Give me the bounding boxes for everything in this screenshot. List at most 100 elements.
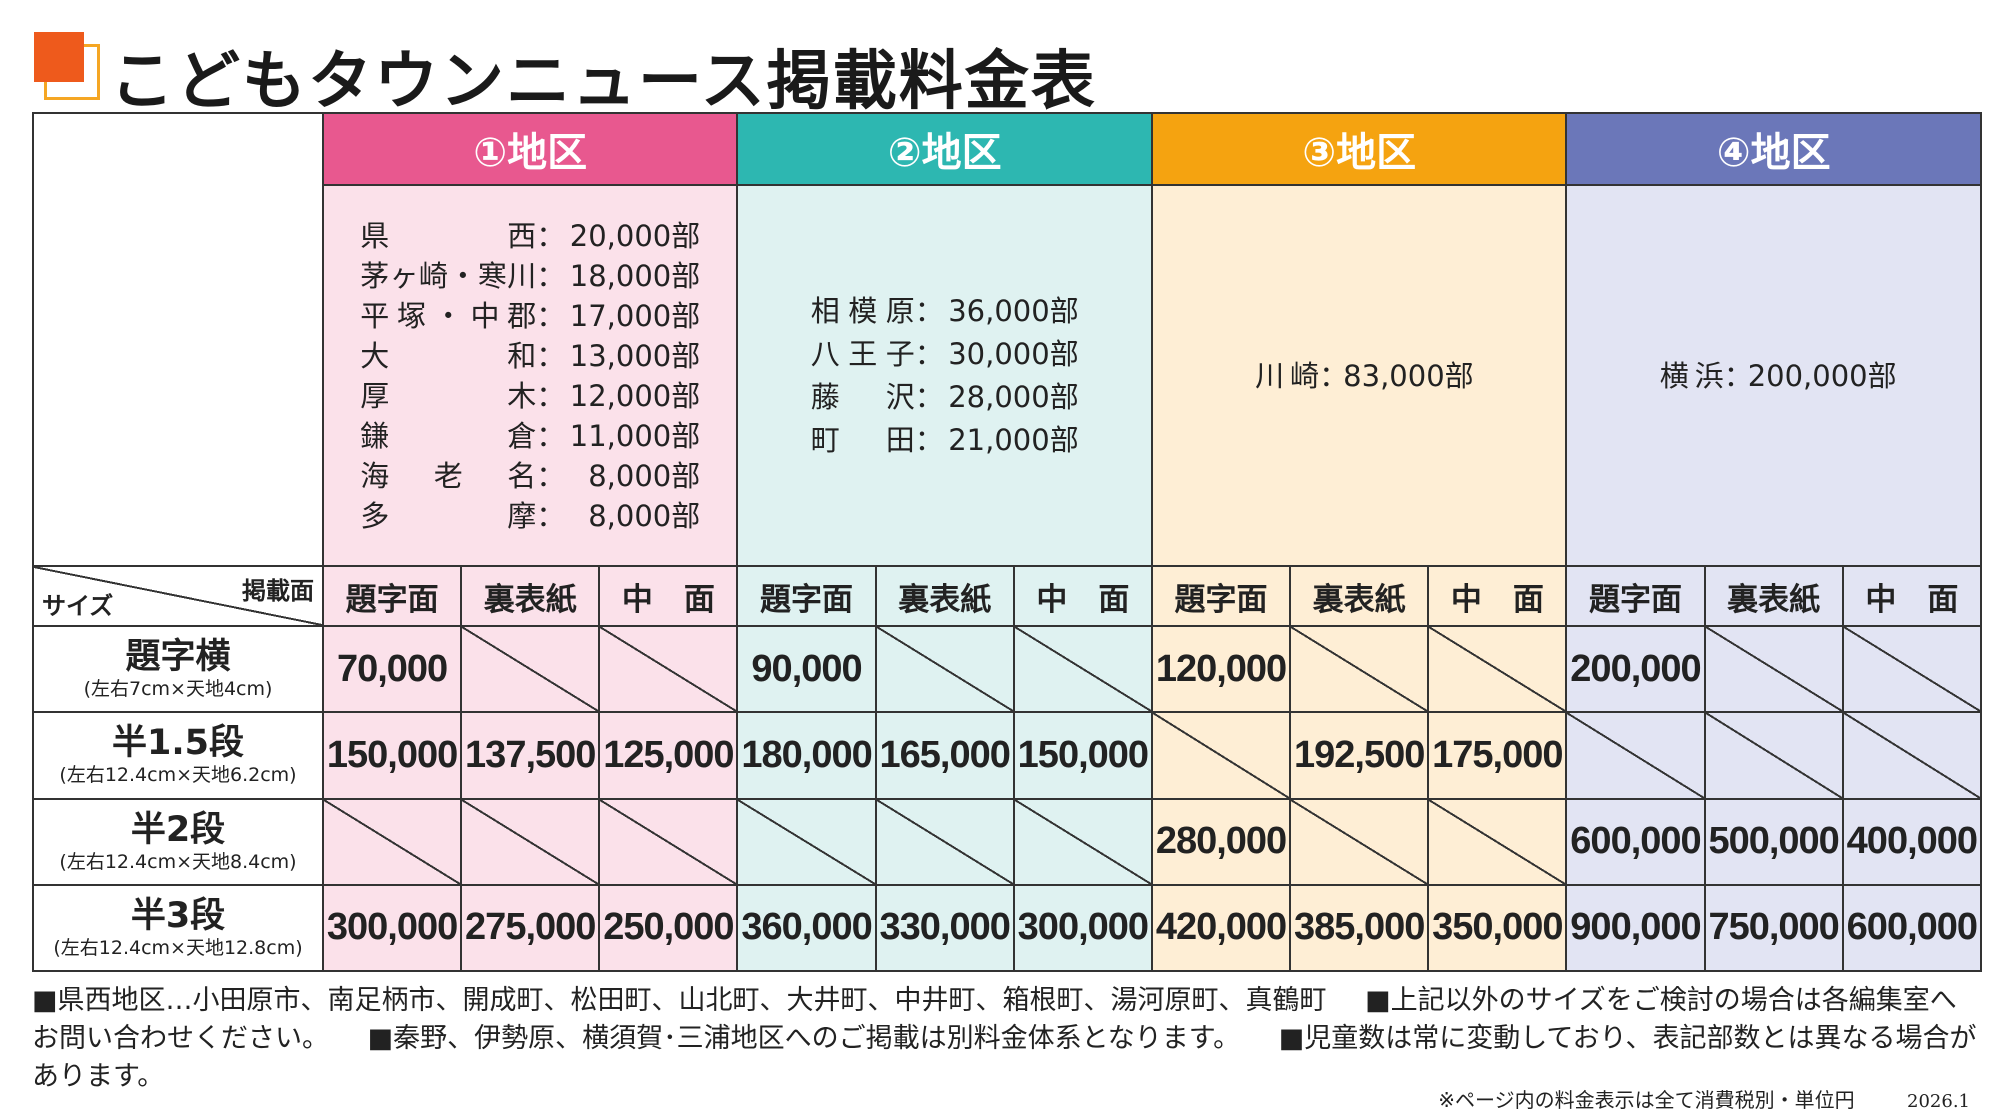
corner-label-size: サイズ: [42, 592, 114, 621]
size-name: 題字横: [125, 637, 231, 678]
table-corner-blank: [32, 111, 324, 568]
circulation-item: 平塚・中郡： 17,000部: [360, 296, 700, 336]
price-cell-unavailable: [1289, 625, 1430, 714]
circulation-separator: ：: [536, 378, 566, 413]
price-cell: 750,000: [1703, 883, 1844, 973]
circulation-amount: 83,000部: [1343, 358, 1474, 393]
price-cell: 385,000: [1289, 883, 1430, 973]
price-cell: 200,000: [1565, 625, 1706, 714]
size-dimensions: (左右12.4cm×天地12.8cm): [53, 936, 303, 959]
circulation-amount: 8,000部: [588, 458, 701, 493]
circulation-area-name: 相模原: [810, 293, 915, 328]
title-square-icon: [34, 32, 84, 82]
circulation-area-name: 厚木: [360, 378, 537, 413]
page-type-header: 中 面: [1427, 565, 1568, 628]
size-name: 半3段: [130, 895, 226, 936]
size-name: 半2段: [130, 809, 226, 850]
circulation-amount: 30,000部: [948, 336, 1079, 371]
price-cell-unavailable: [1289, 797, 1430, 886]
area-3-header: ③地区: [1150, 111, 1568, 187]
circulation-amount: 36,000部: [948, 293, 1079, 328]
price-cell-unavailable: [1703, 711, 1844, 800]
circulation-amount: 21,000部: [948, 422, 1079, 457]
size-label-cell: 題字横 (左右7cm×天地4cm): [32, 625, 324, 714]
area-1-circulation: 県西： 20,000部 茅ヶ崎・寒川： 18,000部 平塚・中郡： 17,000部 大和：…: [321, 184, 739, 568]
circulation-separator: ：: [914, 336, 944, 371]
area-3-circulation: 川崎： 83,000部: [1150, 184, 1568, 568]
price-cell-unavailable: [1703, 625, 1844, 714]
price-cell-unavailable: [874, 797, 1015, 886]
circulation-amount: 200,000部: [1747, 358, 1897, 393]
circulation-item: 茅ヶ崎・寒川： 18,000部: [360, 256, 700, 296]
price-cell: 192,500: [1289, 711, 1430, 800]
circulation-item: 相模原： 36,000部: [811, 290, 1079, 333]
circulation-item: 町田： 21,000部: [811, 419, 1079, 462]
price-cell-unavailable: [1427, 625, 1568, 714]
circulation-separator: ：: [1723, 358, 1753, 393]
page-type-header: 題字面: [321, 565, 463, 628]
size-label-cell: 半2段 (左右12.4cm×天地8.4cm): [32, 797, 324, 886]
price-cell: 300,000: [321, 883, 463, 973]
circulation-item: 大和： 13,000部: [360, 336, 700, 376]
circulation-amount: 11,000部: [569, 418, 701, 453]
price-cell-unavailable: [736, 797, 877, 886]
note-item: ■児童数は常に変動しており、表記部数とは異なる場合があります。: [32, 1023, 1977, 1092]
size-row: 題字横 (左右7cm×天地4cm) 70,000 90,000 120,000 200,0…: [32, 625, 1983, 714]
price-cell-unavailable: [321, 797, 463, 886]
note-item: ■県西地区…小田原市、南足柄市、開成町、松田町、山北町、大井町、中井町、箱根町、…: [32, 985, 1327, 1016]
page-type-header: 裏表紙: [460, 565, 601, 628]
price-cell: 125,000: [598, 711, 739, 800]
price-cell-unavailable: [460, 797, 601, 886]
circulation-amount: 20,000部: [569, 218, 701, 253]
size-dimensions: (左右7cm×天地4cm): [83, 678, 273, 701]
note-item: ■秦野、伊勢原、横須賀･三浦地区へのご掲載は別料金体系となります。: [367, 1023, 1241, 1054]
price-cell: 150,000: [321, 711, 463, 800]
circulation-separator: ：: [914, 379, 944, 414]
circulation-area-name: 町田: [810, 422, 915, 457]
size-dimensions: (左右12.4cm×天地8.4cm): [59, 850, 297, 873]
circulation-area-name: 横浜: [1659, 358, 1724, 393]
page-type-header: 題字面: [1150, 565, 1292, 628]
area-2-circulation: 相模原： 36,000部 八王子： 30,000部 藤沢： 28,000部 町田： 21,00…: [736, 184, 1153, 568]
price-cell: 330,000: [874, 883, 1015, 973]
page-type-header: 中 面: [1841, 565, 1983, 628]
size-row: 半3段 (左右12.4cm×天地12.8cm) 300,000 275,000 250,…: [32, 883, 1983, 973]
price-cell-unavailable: [598, 797, 739, 886]
price-cell: 600,000: [1841, 883, 1983, 973]
circulation-item: 川崎： 83,000部: [1255, 356, 1474, 396]
price-cell: 400,000: [1841, 797, 1983, 886]
price-cell-unavailable: [874, 625, 1015, 714]
page-title: こどもタウンニュース掲載料金表: [110, 45, 1097, 119]
tax-note: ※ページ内の料金表示は全て消費税別・単位円: [1438, 1088, 1855, 1112]
price-cell-unavailable: [598, 625, 739, 714]
corner-label-page: 掲載面: [242, 577, 314, 606]
circulation-item: 多摩： 8,000部: [360, 496, 700, 536]
circulation-area-name: 大和: [360, 338, 537, 373]
price-cell: 180,000: [736, 711, 877, 800]
page-type-header: 裏表紙: [1703, 565, 1844, 628]
rate-table: ①地区 ②地区 ③地区 ④地区 県西： 20,000部 茅ヶ崎・寒川： 18,000部…: [32, 111, 1983, 973]
price-cell: 600,000: [1565, 797, 1706, 886]
circulation-separator: ：: [536, 338, 566, 373]
circulation-area-name: 川崎: [1255, 358, 1320, 393]
price-cell-unavailable: [1012, 797, 1153, 886]
circulation-item: 八王子： 30,000部: [811, 333, 1079, 376]
price-cell: 175,000: [1427, 711, 1568, 800]
size-label-cell: 半1.5段 (左右12.4cm×天地6.2cm): [32, 711, 324, 800]
page-type-header: 中 面: [598, 565, 739, 628]
size-row: 半2段 (左右12.4cm×天地8.4cm) 280,000 600,000 500,0…: [32, 797, 1983, 886]
circulation-amount: 13,000部: [569, 338, 701, 373]
footer: ※ページ内の料金表示は全て消費税別・単位円 2026.1: [1438, 1084, 1970, 1113]
circulation-separator: ：: [914, 422, 944, 457]
circulation-item: 厚木： 12,000部: [360, 376, 700, 416]
circulation-separator: ：: [914, 293, 944, 328]
revision-date: 2026.1: [1907, 1091, 1970, 1112]
circulation-amount: 8,000部: [588, 498, 701, 533]
price-cell: 900,000: [1565, 883, 1706, 973]
circulation-separator: ：: [536, 458, 566, 493]
size-dimensions: (左右12.4cm×天地6.2cm): [59, 764, 297, 787]
page-type-header: 題字面: [736, 565, 877, 628]
circulation-separator: ：: [536, 298, 566, 333]
circulation-item: 藤沢： 28,000部: [811, 376, 1079, 419]
circulation-amount: 12,000部: [569, 378, 701, 413]
